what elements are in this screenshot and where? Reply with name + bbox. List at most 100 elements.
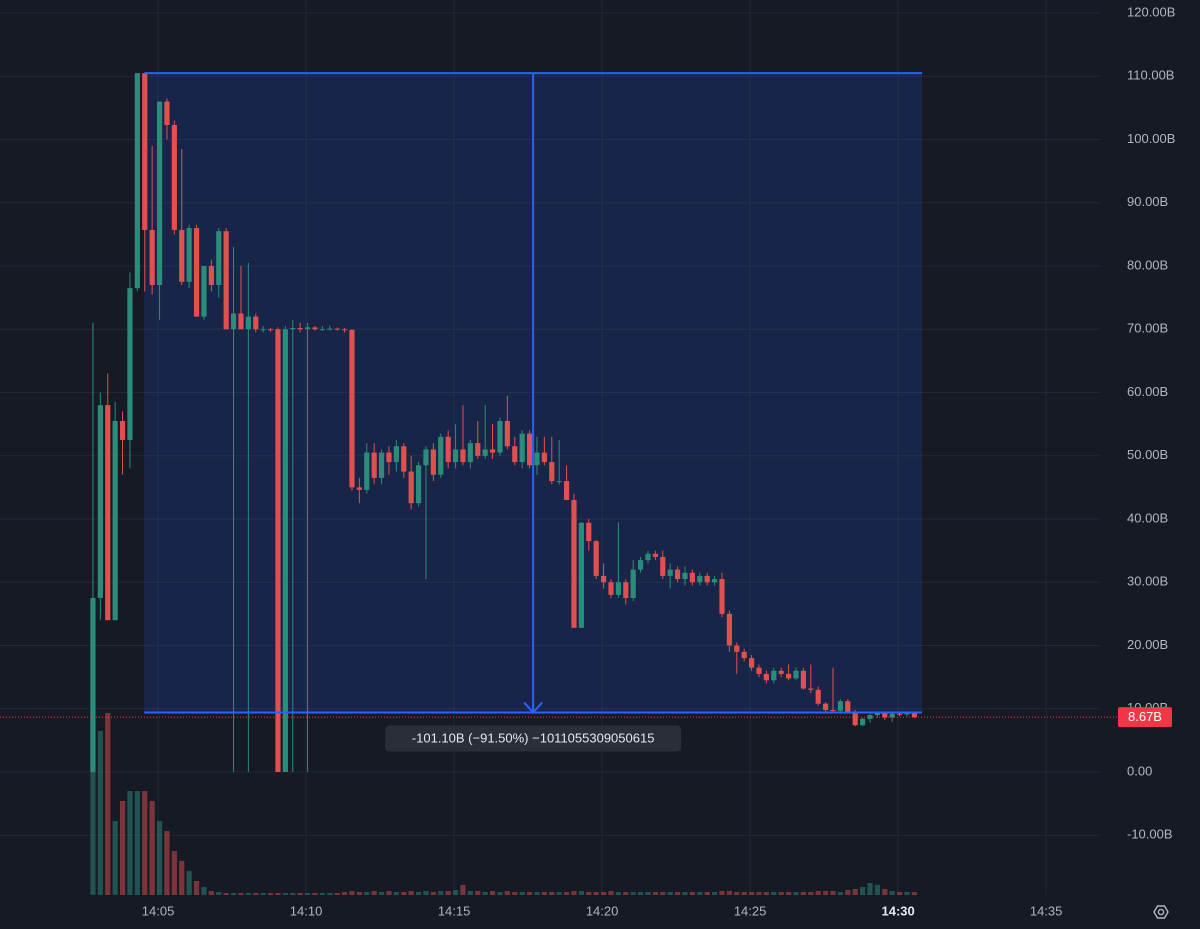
volume-bar (815, 891, 821, 895)
candle-body (341, 329, 348, 331)
volume-bar (874, 885, 880, 895)
candle-body (290, 327, 296, 330)
volume-bar (423, 891, 429, 895)
volume-bar (193, 881, 200, 895)
candle-body (600, 575, 607, 583)
candle-body (660, 556, 666, 576)
volume-bar (245, 893, 251, 895)
candle-body (378, 452, 385, 478)
candle-body (497, 420, 503, 453)
candle-body (645, 553, 651, 561)
candle-body (504, 420, 510, 447)
settings-icon[interactable] (1153, 905, 1169, 919)
candle-body (534, 452, 540, 466)
volume-bar (911, 892, 917, 895)
candle-body (482, 449, 488, 456)
volume-bar (179, 861, 185, 895)
candle-body (815, 689, 821, 704)
volume-bar (512, 892, 518, 895)
candle-body (297, 327, 303, 330)
candle-body (541, 452, 547, 463)
volume-bar (645, 892, 651, 895)
volume-bar (682, 892, 688, 895)
volume-bar (489, 891, 496, 895)
candle-body (837, 701, 843, 711)
candle-body (667, 569, 673, 576)
candle-body (452, 449, 459, 463)
volume-bar (808, 892, 814, 895)
candle-body (578, 522, 584, 628)
candle-body (808, 688, 814, 690)
candle-body (105, 405, 111, 621)
candle-body (830, 710, 836, 712)
volume-bar (741, 892, 747, 895)
volume-bar (142, 791, 148, 895)
candle-body (460, 449, 466, 463)
volume-bar (519, 892, 525, 895)
y-tick-label: 100.00B (1127, 131, 1175, 146)
volume-bar (430, 892, 436, 895)
volume-bar (378, 892, 385, 895)
candle-body (682, 572, 688, 580)
candle-body (593, 541, 599, 576)
x-tick-label: 14:30 (881, 903, 914, 918)
candle-body (897, 713, 903, 715)
volume-bar (534, 892, 540, 895)
candle-body (253, 316, 259, 330)
volume-bar (260, 893, 266, 895)
candle-body (193, 228, 200, 317)
candle-body (563, 481, 570, 501)
candle-body (238, 313, 244, 330)
candle-body (741, 651, 747, 659)
volume-bar (186, 871, 192, 895)
y-tick-label: 70.00B (1127, 321, 1168, 336)
volume-bar (637, 892, 644, 895)
volume-bar (845, 890, 851, 895)
y-tick-label: 120.00B (1127, 4, 1175, 19)
candle-body (475, 443, 481, 456)
candle-body (149, 229, 155, 285)
volume-bar (415, 892, 422, 895)
candle-body (142, 73, 148, 230)
candle-body (674, 569, 681, 580)
candle-body (112, 420, 118, 621)
volume-bar (408, 891, 414, 895)
volume-bar (438, 891, 444, 895)
volume-bar (393, 892, 399, 895)
volume-bar (460, 885, 466, 895)
candle-body (90, 598, 96, 772)
candle-body (164, 101, 170, 125)
candle-body (97, 405, 103, 599)
candle-body (652, 553, 658, 557)
candle-body (127, 288, 133, 440)
volume-bar (593, 892, 599, 895)
candle-body (726, 613, 732, 646)
candle-body (911, 713, 917, 718)
candle-body (756, 667, 762, 674)
volume-bar (704, 892, 710, 895)
candle-body (571, 500, 577, 628)
candle-body (882, 713, 888, 718)
volume-bar (156, 821, 163, 895)
candle-body (630, 569, 636, 599)
x-tick-label: 14:25 (734, 903, 767, 918)
volume-bar (201, 887, 207, 895)
candle-body (637, 560, 644, 570)
y-tick-label: 30.00B (1127, 574, 1168, 589)
x-tick-label: 14:10 (290, 903, 323, 918)
last-price-box (1118, 707, 1172, 728)
volume-bar (401, 892, 407, 895)
volume-bar (860, 887, 866, 895)
candle-body (734, 645, 740, 652)
candle-body (549, 462, 555, 482)
candle-body (785, 673, 792, 679)
candle-body (408, 471, 414, 504)
candle-body (526, 433, 533, 466)
measure-arrowhead (523, 701, 543, 715)
y-tick-label: 40.00B (1127, 510, 1168, 525)
volume-bar (586, 892, 592, 895)
volume-bar (778, 892, 784, 895)
candle-body (445, 436, 451, 463)
